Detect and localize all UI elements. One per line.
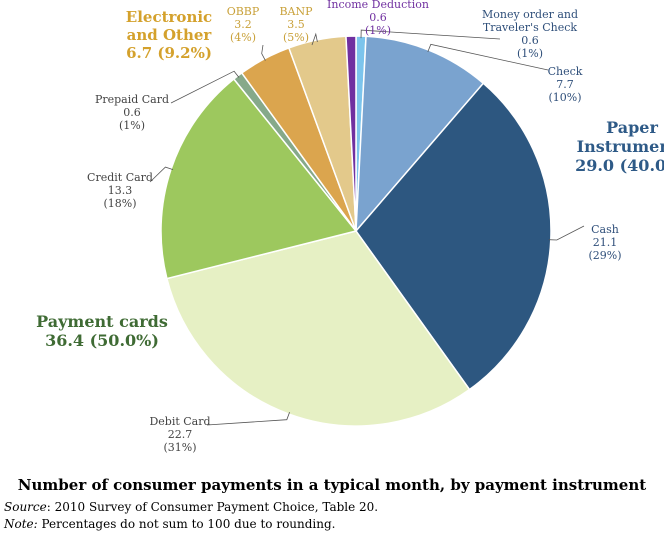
leader-line-check [427, 43, 549, 71]
group-label-line: 36.4 (50.0%) [45, 331, 159, 350]
slice-label-line: Debit Card [149, 415, 210, 428]
slice-label-line: (29%) [588, 249, 621, 262]
source-label: Source [4, 500, 47, 514]
slice-label-line: 13.3 [108, 184, 133, 197]
group-label-line: Paper [606, 118, 658, 137]
slice-label-line: (5%) [283, 31, 309, 44]
source-text: : 2010 Survey of Consumer Payment Choice… [46, 500, 379, 514]
slice-label-line: (1%) [365, 24, 391, 37]
slice-label-line: 22.7 [168, 428, 193, 441]
slice-label-obbp: OBBP 3.2 (4%) [227, 5, 260, 44]
group-label-payment-cards: Payment cards 36.4 (50.0%) [36, 312, 168, 350]
note-line: Note: Percentages do not sum to 100 due … [4, 517, 336, 531]
slice-label-line: 0.6 [123, 106, 141, 119]
group-label-line: Payment cards [36, 312, 168, 331]
slice-label-line: Credit Card [87, 171, 153, 184]
group-label-line: 6.7 (9.2%) [126, 44, 212, 62]
slice-labels: Money order and Traveler's Check 0.6 (1%)Ch… [87, 0, 621, 454]
group-label-line: Electronic [126, 8, 212, 26]
slice-label-banp: BANP 3.5 (5%) [279, 5, 313, 44]
slice-label-line: (31%) [163, 441, 196, 454]
group-labels: PaperInstruments29.0 (40.0%) Payment card… [36, 8, 664, 350]
slice-label-line: 3.5 [287, 18, 305, 31]
slice-label-line: Income Deduction [327, 0, 429, 11]
slice-label-prepaid-card: Prepaid Card 0.6 (1%) [95, 93, 169, 132]
leader-line-obbp [261, 44, 266, 61]
slice-label-line: Prepaid Card [95, 93, 169, 106]
pie-slices [160, 35, 552, 427]
slice-label-line: 7.7 [556, 78, 574, 91]
slice-label-line: (18%) [103, 197, 136, 210]
slice-label-line: Money order and [482, 8, 578, 21]
slice-label-line: 0.6 [521, 34, 539, 47]
group-label-line: 29.0 (40.0%) [575, 156, 664, 175]
leader-lines [149, 29, 585, 426]
leader-line-banp [311, 32, 318, 46]
group-label-line: Instruments [577, 137, 664, 156]
slice-label-debit-card: Debit Card 22.7 (31%) [149, 415, 210, 454]
slice-label-line: Cash [591, 223, 619, 236]
slice-label-line: 0.6 [369, 11, 387, 24]
chart-title: Number of consumer payments in a typical… [17, 476, 647, 494]
slice-label-credit-card: Credit Card 13.3 (18%) [87, 171, 153, 210]
slice-label-check: Check 7.7 (10%) [548, 65, 583, 104]
source-line: Source: 2010 Survey of Consumer Payment … [4, 500, 378, 514]
slice-label-line: Check [548, 65, 583, 78]
slice-label-line: 21.1 [593, 236, 618, 249]
leader-line-cash [548, 225, 585, 241]
leader-line-debit-card [206, 412, 290, 426]
slice-label-line: (10%) [548, 91, 581, 104]
pie-chart: Money order and Traveler's Check 0.6 (1%)Ch… [36, 0, 664, 454]
note-text: Percentages do not sum to 100 due to rou… [37, 517, 336, 531]
slice-label-cash: Cash 21.1 (29%) [588, 223, 621, 262]
slice-label-line: (1%) [517, 47, 543, 60]
group-label-paper: PaperInstruments29.0 (40.0%) [575, 118, 664, 175]
leader-line-money-order [360, 29, 501, 40]
slice-label-line: (4%) [230, 31, 256, 44]
group-label-line: and Other [127, 26, 213, 44]
slice-label-income-deduction: Income Deduction 0.6 (1%) [327, 0, 429, 37]
leader-line-prepaid-card [170, 70, 240, 104]
slice-label-line: Traveler's Check [483, 21, 578, 34]
slice-label-line: (1%) [119, 119, 145, 132]
pie-slice-income-deduction [345, 35, 357, 232]
leader-line-credit-card [149, 166, 174, 183]
slice-label-line: 3.2 [234, 18, 252, 31]
slice-label-line: OBBP [227, 5, 260, 18]
group-label-electronic: Electronic and Other 6.7 (9.2%) [126, 8, 213, 62]
slice-label-line: BANP [279, 5, 313, 18]
slice-label-money-order: Money order and Traveler's Check 0.6 (1%) [482, 8, 578, 60]
note-label: Note: [4, 517, 38, 531]
